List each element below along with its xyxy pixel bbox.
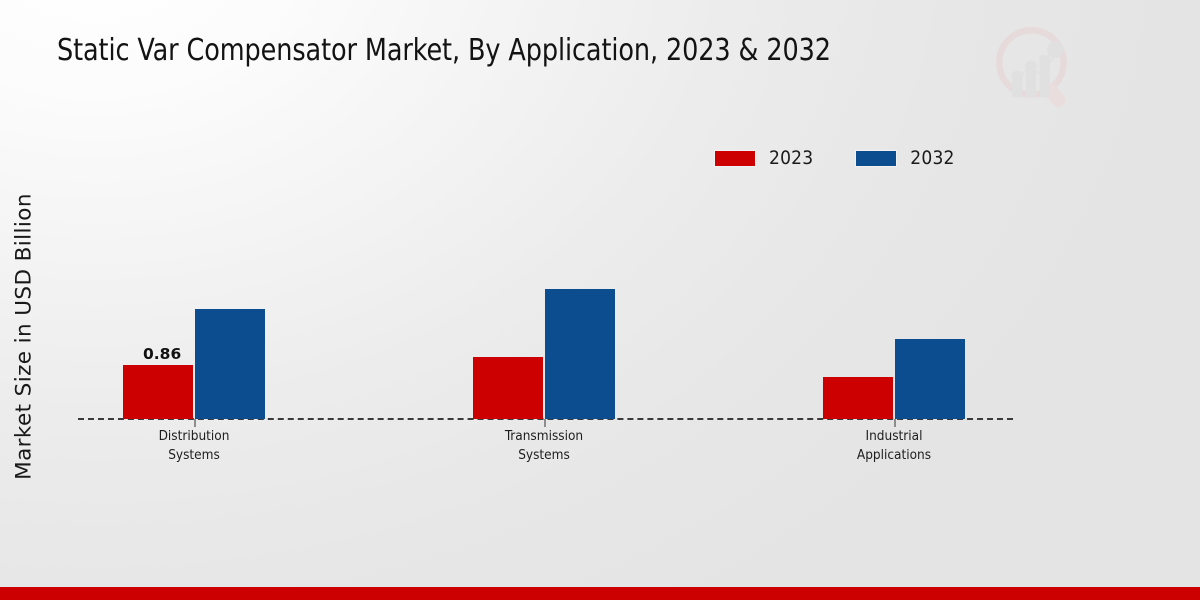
bar-2032-transmission-systems[interactable] [545, 289, 615, 419]
footer-accent-bar [0, 587, 1200, 600]
legend-label-2032: 2032 [910, 147, 955, 169]
x-axis-baseline [78, 418, 1013, 420]
x-axis-tick-2 [544, 419, 546, 427]
chart-legend: 2023 2032 [714, 147, 955, 169]
x-axis-tick-3 [894, 419, 896, 427]
page-title: Static Var Compensator Market, By Applic… [57, 33, 831, 68]
x-axis-label-line2: Systems [518, 447, 570, 464]
data-label-2023-distribution-systems: 0.86 [143, 345, 182, 363]
x-axis-label-transmission-systems: Transmission Systems [444, 427, 644, 465]
x-axis-label-line1: Transmission [504, 428, 584, 444]
legend-item-2032[interactable]: 2032 [855, 147, 954, 169]
x-axis-label-line2: Applications [856, 447, 932, 464]
legend-item-2023[interactable]: 2023 [714, 147, 813, 169]
x-axis-label-line1: Distribution [158, 428, 230, 444]
legend-swatch-2032 [855, 149, 898, 167]
bar-2023-distribution-systems[interactable] [123, 365, 193, 419]
x-axis-label-distribution-systems: Distribution Systems [94, 427, 294, 465]
legend-label-2023: 2023 [769, 147, 814, 169]
bar-2023-transmission-systems[interactable] [473, 357, 543, 419]
bar-2032-distribution-systems[interactable] [195, 309, 265, 419]
legend-swatch-2023 [714, 149, 756, 167]
x-axis-label-line1: Industrial [865, 428, 923, 444]
x-axis-label-industrial-applications: Industrial Applications [794, 427, 994, 465]
x-axis-label-line2: Systems [168, 447, 220, 464]
bar-2023-industrial-applications[interactable] [823, 377, 893, 419]
magnifier-bar-chart-logo-icon [990, 22, 1082, 114]
bar-2032-industrial-applications[interactable] [895, 339, 965, 419]
x-axis-tick-1 [194, 419, 196, 427]
